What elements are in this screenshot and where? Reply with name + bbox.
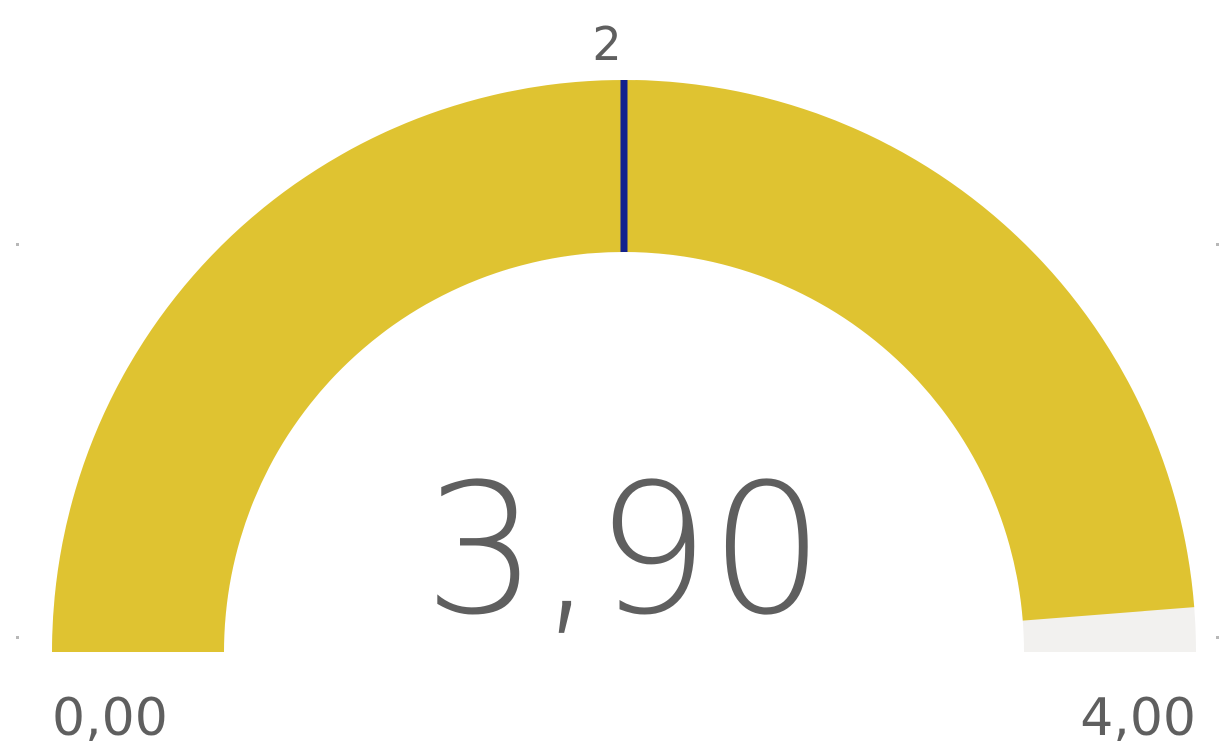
edge-mark-right-bottom <box>1216 636 1219 639</box>
edge-mark-right-top <box>1216 243 1219 246</box>
gauge-value-label: 3,90 <box>424 446 825 655</box>
edge-mark-left-top <box>16 243 19 246</box>
target-label: 2 <box>592 17 621 71</box>
edge-mark-left-bottom <box>16 636 19 639</box>
gauge-value-arc <box>51 79 1195 652</box>
min-label: 0,00 <box>52 688 168 748</box>
max-label: 4,00 <box>1080 688 1196 748</box>
